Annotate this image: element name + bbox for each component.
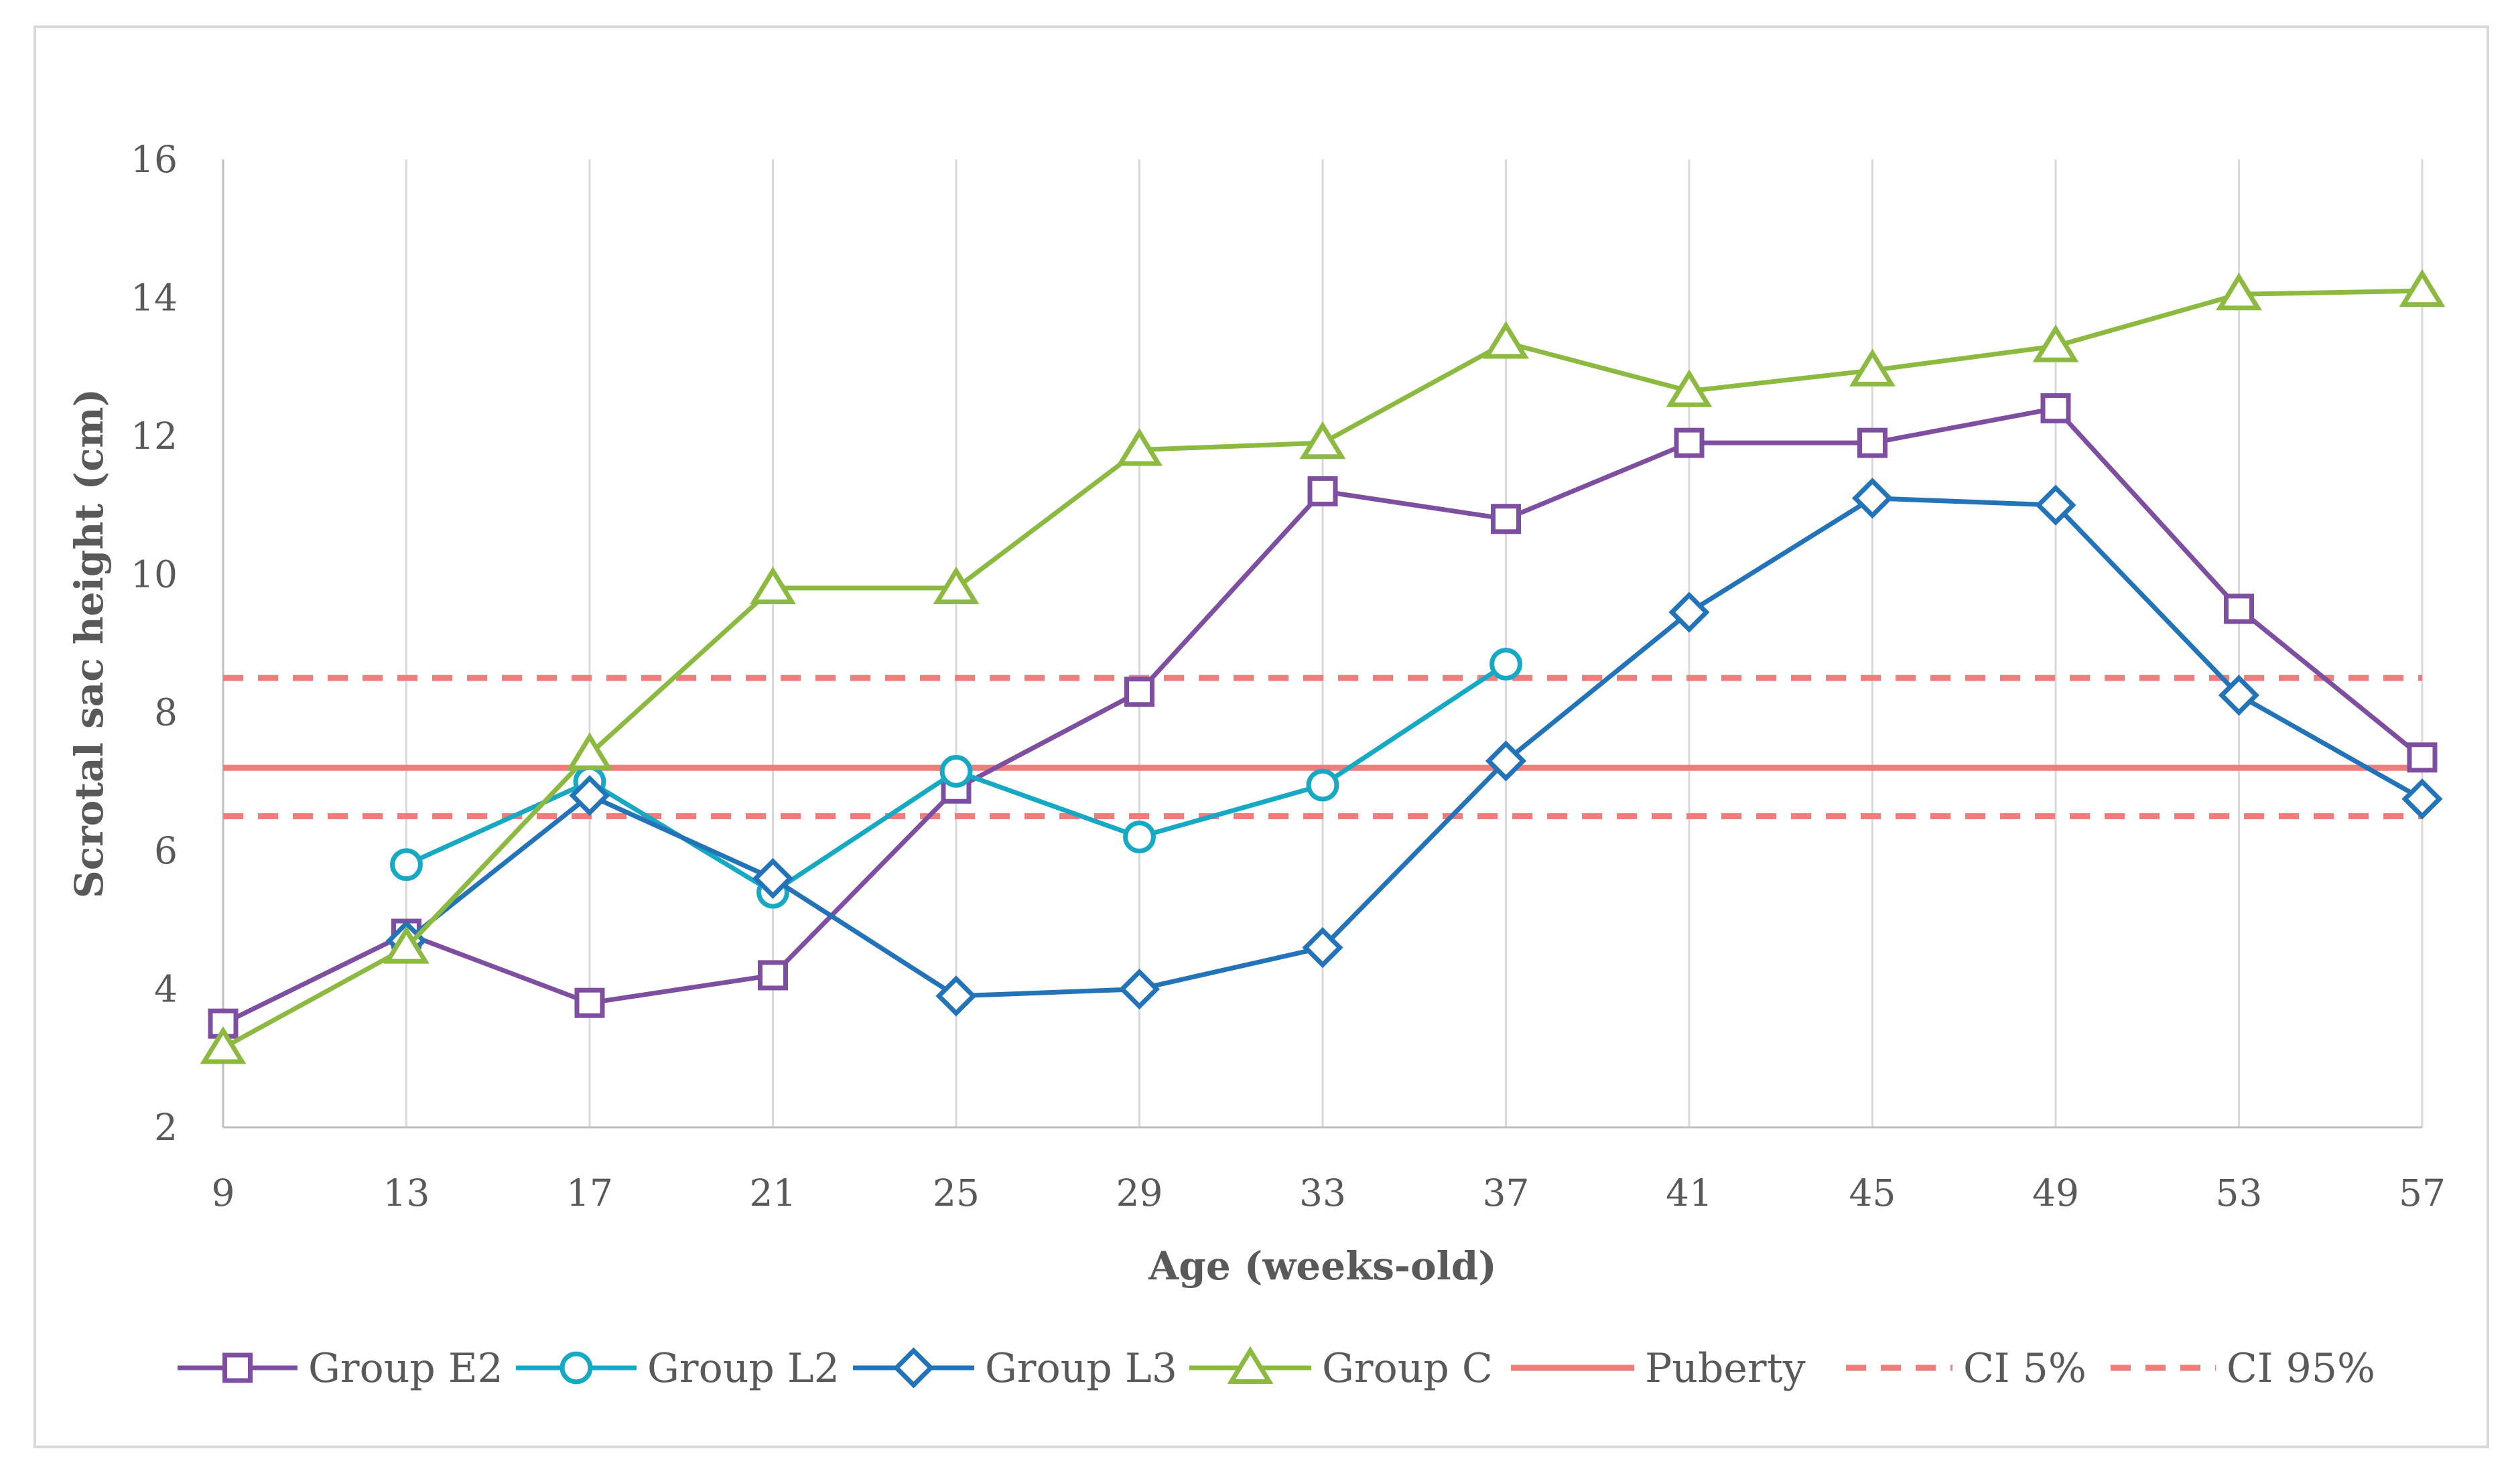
y-tick-label: 8 xyxy=(154,691,178,734)
data-point-group-l3 xyxy=(1302,927,1343,969)
legend-item-ci-95-: CI 95% xyxy=(2111,1345,2375,1392)
x-tick-label: 29 xyxy=(1116,1172,1163,1214)
data-point-group-l3 xyxy=(2218,675,2260,716)
y-axis-title: Scrotal sac height (cm) xyxy=(66,389,112,898)
legend-marker xyxy=(892,1347,935,1389)
legend-label: Group E2 xyxy=(308,1345,503,1392)
legend-marker xyxy=(559,1351,593,1385)
data-point-group-e2 xyxy=(1491,504,1521,535)
data-point-group-l2 xyxy=(390,848,423,882)
data-point-group-l3 xyxy=(1668,591,1710,633)
data-point-group-c xyxy=(1116,428,1163,466)
data-point-group-e2 xyxy=(2224,593,2254,624)
legend-item-group-l3: Group L3 xyxy=(853,1345,1177,1392)
data-point-group-l3 xyxy=(935,975,977,1017)
data-point-group-e2 xyxy=(1857,427,1887,458)
series-group-c xyxy=(200,269,2446,1064)
data-point-group-c xyxy=(750,566,796,604)
legend-item-ci-5-: CI 5% xyxy=(1846,1345,2086,1392)
legend-label: Group L3 xyxy=(985,1345,1177,1392)
data-point-group-c xyxy=(1483,321,1529,359)
chart-frame xyxy=(34,25,2489,1448)
series-line-group-l3 xyxy=(405,496,2424,999)
y-tick-label: 4 xyxy=(154,968,178,1011)
x-tick-label: 49 xyxy=(2032,1172,2079,1214)
data-point-group-e2 xyxy=(2040,393,2071,424)
data-point-group-e2 xyxy=(758,960,788,991)
data-point-group-e2 xyxy=(1674,427,1705,458)
legend-label: Group C xyxy=(1322,1345,1493,1392)
legend-label: CI 5% xyxy=(1963,1345,2086,1392)
x-tick-label: 53 xyxy=(2216,1172,2263,1214)
y-tick-label: 2 xyxy=(154,1106,178,1149)
y-tick-label: 12 xyxy=(131,415,178,458)
data-point-group-c xyxy=(2399,269,2446,307)
data-point-group-l3 xyxy=(1118,968,1160,1010)
x-tick-label: 25 xyxy=(933,1172,980,1214)
data-point-group-e2 xyxy=(574,987,605,1018)
legend-item-puberty: Puberty xyxy=(1511,1345,1806,1392)
y-axis-ticks: 2 4 6 8 10 12 14 16 xyxy=(131,138,178,1149)
data-point-group-c xyxy=(1666,369,1713,407)
y-tick-label: 14 xyxy=(131,276,178,319)
data-point-group-l2 xyxy=(1123,821,1156,853)
data-point-group-c xyxy=(566,732,613,770)
data-point-group-e2 xyxy=(2407,742,2438,773)
x-tick-label: 41 xyxy=(1666,1172,1713,1214)
legend: Group E2 Group L2 Group L3 Group C Puberty CI… xyxy=(178,1345,2375,1392)
y-tick-label: 6 xyxy=(154,829,178,872)
legend-label: CI 95% xyxy=(2227,1345,2375,1392)
data-point-group-l2 xyxy=(1306,768,1339,802)
x-tick-label: 9 xyxy=(212,1172,235,1214)
y-tick-label: 10 xyxy=(131,553,178,595)
legend-item-group-e2: Group E2 xyxy=(178,1345,503,1392)
data-point-group-c xyxy=(1299,421,1346,460)
legend-label: Group L2 xyxy=(647,1345,840,1392)
x-tick-label: 45 xyxy=(1849,1172,1896,1214)
y-tick-label: 16 xyxy=(131,138,178,181)
data-point-group-l3 xyxy=(2401,778,2443,820)
data-point-group-l3 xyxy=(1485,740,1527,782)
data-point-group-c xyxy=(1849,348,1896,387)
data-point-group-e2 xyxy=(1124,677,1154,707)
x-tick-label: 33 xyxy=(1299,1172,1346,1214)
legend-item-group-l2: Group L2 xyxy=(516,1345,840,1392)
x-tick-label: 13 xyxy=(383,1172,430,1214)
data-point-group-e2 xyxy=(1307,476,1338,506)
x-tick-label: 17 xyxy=(566,1172,613,1214)
x-tick-label: 37 xyxy=(1483,1172,1530,1214)
data-point-group-c xyxy=(2216,272,2262,311)
data-point-group-l3 xyxy=(752,857,794,900)
data-point-group-l2 xyxy=(1489,648,1522,681)
legend-marker xyxy=(1227,1346,1274,1385)
legend-label: Puberty xyxy=(1645,1345,1806,1392)
series-group-l3 xyxy=(385,478,2443,1017)
legend-item-group-c: Group C xyxy=(1189,1345,1493,1392)
data-point-group-l3 xyxy=(569,774,610,817)
data-point-group-c xyxy=(2032,324,2079,362)
x-axis-title: Age (weeks-old) xyxy=(1148,1243,1496,1289)
data-point-group-l3 xyxy=(2035,484,2076,526)
data-point-group-l2 xyxy=(939,755,973,788)
data-point-group-c xyxy=(383,926,429,964)
x-tick-label: 57 xyxy=(2399,1172,2446,1214)
data-point-group-l3 xyxy=(1851,478,1894,519)
series-group-e2 xyxy=(208,393,2438,1039)
x-tick-label: 21 xyxy=(750,1172,797,1214)
series-group xyxy=(200,269,2446,1064)
data-point-group-c xyxy=(933,566,980,604)
legend-marker xyxy=(222,1352,253,1383)
x-axis-ticks: 9 13 17 21 25 29 33 37 41 45 49 53 57 xyxy=(212,1172,2446,1214)
data-point-group-c xyxy=(200,1026,247,1064)
gridlines xyxy=(222,159,2424,1129)
